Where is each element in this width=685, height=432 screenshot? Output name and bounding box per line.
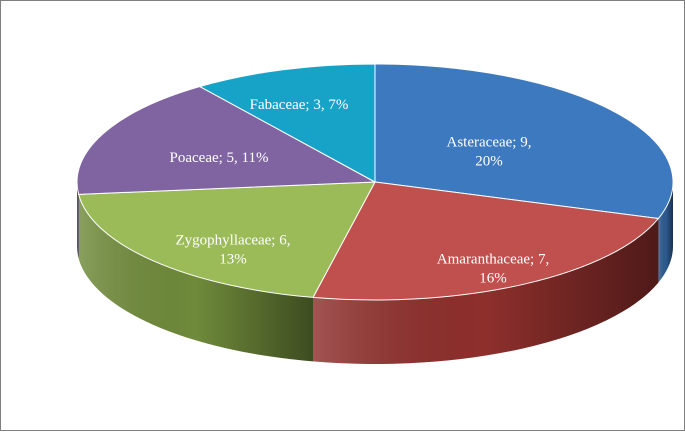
pie-side-shade-zygophyllaceae [78,194,314,362]
pie-slice-amaranthaceae [312,181,659,301]
data-label-asteraceae: Asteraceae; 9, 20% [447,135,532,170]
data-label-fabaceae: Fabaceae; 3, 7% [250,97,349,113]
pie-slice-poaceae [76,86,376,195]
pie-labels: Asteraceae; 9, 20% Amaranthaceae; 7, 16% Zyg… [170,97,550,287]
pie-sides [77,182,673,364]
pie-side-shade-asteraceae [658,182,673,283]
data-label-poaceae: Poaceae; 5, 11% [170,150,269,166]
pie-slice-fabaceae [199,63,376,183]
pie-side-shade-amaranthaceae [313,218,659,364]
pie-slice-zygophyllaceae [78,181,376,298]
pie-side-shade-poaceae [77,182,79,259]
data-label-zygophyllaceae: Zygophyllaceae; 6, 13% [176,233,291,268]
pie-slices [76,63,674,301]
pie-slice-asteraceae [374,63,674,219]
data-label-amaranthaceae: Amaranthaceae; 7, 16% [437,252,549,287]
